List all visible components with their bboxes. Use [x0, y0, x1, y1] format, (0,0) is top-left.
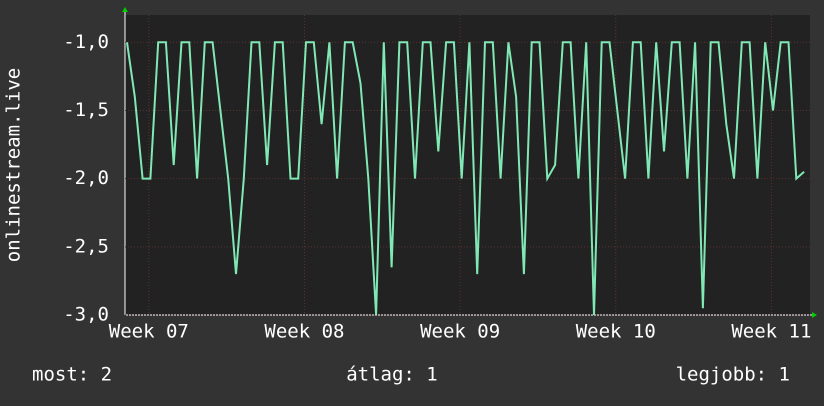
x-tick-label: Week 08	[264, 321, 344, 343]
axis-arrow	[812, 312, 817, 318]
y-tick-label: -2,5	[63, 235, 109, 257]
y-tick-label: -1,0	[63, 31, 109, 53]
y-tick-label: -3,0	[63, 304, 109, 326]
x-tick-label: Week 07	[109, 321, 189, 343]
y-tick-label: -1,5	[63, 99, 109, 121]
x-tick-label: Week 11	[731, 321, 811, 343]
footer-stat: legjobb: 1	[676, 364, 790, 386]
data-line	[126, 41, 805, 316]
y-axis-label: onlinestream.live	[3, 68, 25, 262]
footer-stat: átlag: 1	[346, 364, 438, 386]
footer-stat: most: 2	[32, 364, 112, 386]
x-tick-label: Week 09	[420, 321, 500, 343]
axis-arrow	[122, 7, 128, 12]
y-tick-label: -2,0	[63, 167, 109, 189]
x-tick-label: Week 10	[576, 321, 656, 343]
